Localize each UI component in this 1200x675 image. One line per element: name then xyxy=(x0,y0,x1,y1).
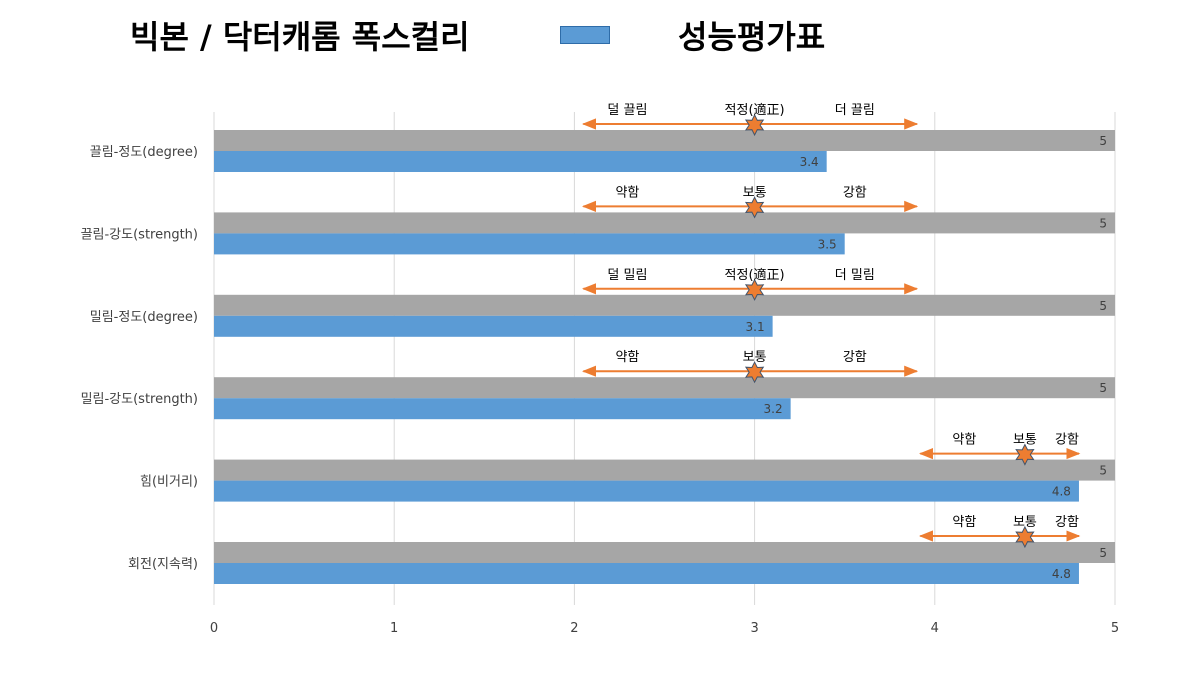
annotation-mid-label: 보통 xyxy=(743,185,767,200)
bar-score xyxy=(214,480,1079,502)
data-label-max: 5 xyxy=(1099,464,1107,478)
x-tick-label: 0 xyxy=(210,621,218,636)
chart-title: 빅본 / 닥터캐롬 폭스컬리 xyxy=(130,18,470,56)
data-label-max: 5 xyxy=(1099,299,1107,313)
data-label-max: 5 xyxy=(1099,216,1107,230)
data-label-score: 3.4 xyxy=(800,155,819,169)
annotation-high-label: 강함 xyxy=(843,185,867,200)
bar-max xyxy=(214,212,1115,234)
annotation-low-label: 약함 xyxy=(615,350,639,365)
annotation-high-label: 강함 xyxy=(1055,515,1079,530)
annotation-high-label: 강함 xyxy=(1055,433,1079,448)
star-marker xyxy=(1015,443,1035,466)
category-label: 밀림-정도(degree) xyxy=(90,310,198,325)
bar-max xyxy=(214,377,1115,399)
x-tick-label: 1 xyxy=(390,621,398,636)
chart-subtitle: 성능평가표 xyxy=(678,18,826,56)
star-marker xyxy=(1015,525,1035,549)
annotation-mid-label: 적정(適正) xyxy=(725,267,785,283)
x-tick-label: 2 xyxy=(570,621,578,636)
data-label-score: 4.8 xyxy=(1052,567,1071,581)
bar-score xyxy=(214,398,791,420)
data-label-score: 4.8 xyxy=(1052,485,1071,499)
annotation-low-label: 덜 끌림 xyxy=(607,103,647,118)
annotation-low-label: 덜 밀림 xyxy=(607,268,647,283)
star-marker xyxy=(744,113,765,137)
data-label-max: 5 xyxy=(1099,381,1107,395)
bar-max xyxy=(214,542,1115,563)
x-tick-label: 4 xyxy=(931,621,939,636)
bar-max xyxy=(214,459,1115,481)
bar-max xyxy=(214,294,1115,316)
category-label: 힘(비거리) xyxy=(140,475,198,490)
star-marker xyxy=(744,361,765,384)
bar-score xyxy=(214,151,827,172)
category-label: 끌림-정도(degree) xyxy=(90,145,198,160)
annotation-high-label: 더 밀림 xyxy=(835,268,875,283)
legend-swatch xyxy=(560,26,610,44)
x-tick-label: 5 xyxy=(1111,621,1119,636)
annotation-high-label: 강함 xyxy=(843,350,867,365)
category-label: 끌림-강도(strength) xyxy=(81,227,198,242)
x-tick-label: 3 xyxy=(750,621,758,636)
annotation-mid-label: 보통 xyxy=(1013,515,1037,530)
category-label: 밀림-강도(strength) xyxy=(81,392,198,407)
data-label-max: 5 xyxy=(1099,546,1107,560)
bar-score xyxy=(214,563,1079,584)
annotation-low-label: 약함 xyxy=(952,515,976,530)
data-label-score: 3.1 xyxy=(746,320,765,334)
bar-score xyxy=(214,233,845,255)
annotation-low-label: 약함 xyxy=(952,433,976,448)
bar-score xyxy=(214,315,773,337)
annotation-low-label: 약함 xyxy=(615,185,639,200)
data-label-score: 3.2 xyxy=(764,402,783,416)
annotation-mid-label: 보통 xyxy=(743,350,767,365)
annotation-mid-label: 보통 xyxy=(1013,433,1037,448)
category-label: 회전(지속력) xyxy=(128,557,198,572)
data-label-max: 5 xyxy=(1099,134,1107,148)
star-marker xyxy=(744,196,765,219)
annotation-mid-label: 적정(適正) xyxy=(725,102,785,118)
data-label-score: 3.5 xyxy=(818,237,837,251)
annotation-high-label: 더 끌림 xyxy=(835,103,875,118)
bar-max xyxy=(214,130,1115,151)
star-marker xyxy=(744,278,765,301)
